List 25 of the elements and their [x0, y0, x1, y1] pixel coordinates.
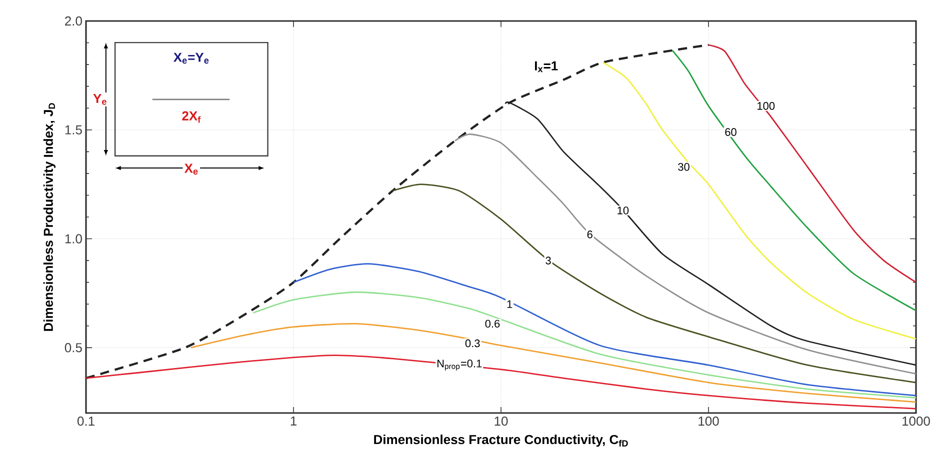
annotation: 30	[678, 163, 690, 171]
y-tick-label: 1.0	[65, 234, 82, 244]
x-tick-label: 0.1	[77, 416, 94, 426]
x-tick-label: 10	[494, 416, 508, 426]
x-tick-label: 100	[698, 416, 719, 426]
x-axis-title: Dimensionless Fracture Conductivity, C$_{fD}$	[374, 434, 628, 447]
x-tick-label: 1000	[902, 416, 930, 426]
y-tick-label: 0.5	[64, 343, 82, 352]
annotation: 1	[507, 300, 512, 308]
annotation: 6	[587, 230, 592, 238]
annotation: 0.6	[485, 320, 500, 328]
x-tick-label: 1	[290, 416, 296, 426]
annotation: 100	[758, 102, 775, 110]
annotation: 2X$_{f}$	[182, 111, 201, 123]
annotation: 0.3	[465, 339, 480, 348]
annotation: Y$_{e}$	[93, 94, 106, 105]
annotation: 3	[546, 256, 551, 264]
annotation: N$_{prop}$=0.1	[437, 360, 482, 371]
annotation: 60	[725, 128, 736, 136]
annotation: X$_{e}$=Y$_{e}$	[173, 52, 209, 64]
y-tick-label: 1.5	[65, 125, 82, 134]
y-tick-label: 2.0	[65, 16, 82, 26]
annotation: I$_{x}$=1	[534, 61, 558, 72]
y-axis-title: Dimensionless Productivity Index, J$_{D}$	[43, 103, 56, 331]
annotation: X$_{e}$	[184, 164, 198, 175]
